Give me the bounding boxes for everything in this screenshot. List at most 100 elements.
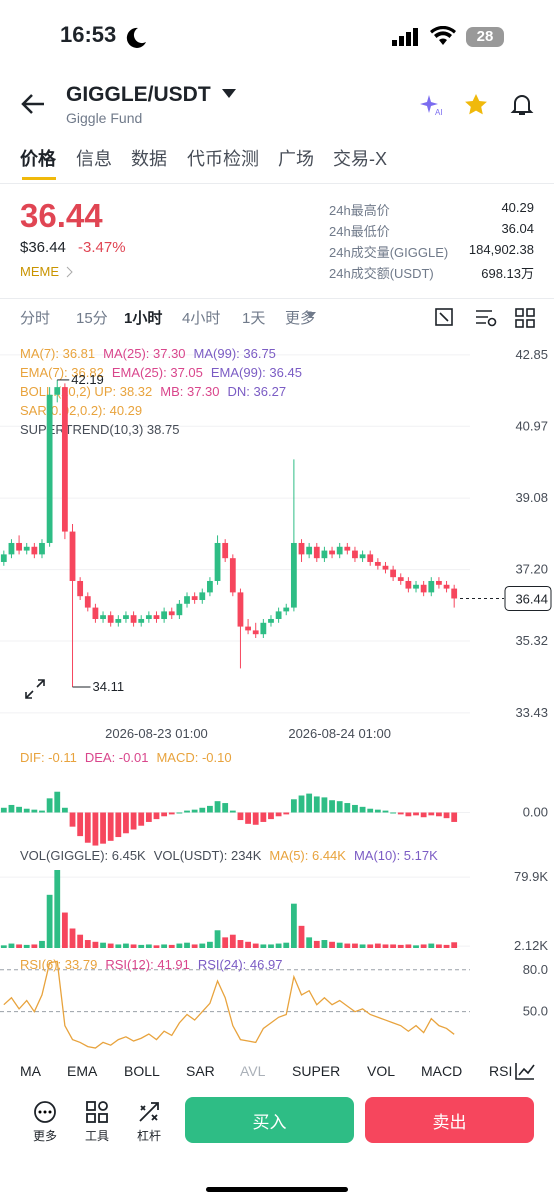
candle-body <box>352 550 358 559</box>
last-price-label: 36.44 <box>515 591 548 606</box>
candle-body <box>390 569 397 578</box>
sell-button[interactable]: 卖出 <box>365 1097 534 1143</box>
candle-body <box>8 542 15 555</box>
candle-body <box>145 615 152 619</box>
interval[interactable]: 1天 <box>242 310 266 327</box>
candle-body <box>306 546 313 555</box>
indicator-tab[interactable]: SUPER <box>292 1063 341 1079</box>
macd-bar <box>336 801 343 813</box>
interval[interactable]: 1小时 <box>124 310 163 327</box>
tools-label[interactable]: 工具 <box>84 1129 109 1143</box>
tab[interactable]: 信息 <box>76 149 112 169</box>
low-label: 34.11 <box>93 679 125 694</box>
macd-bar <box>100 812 106 844</box>
macd-bar <box>397 812 404 815</box>
tab[interactable]: 交易-X <box>333 149 387 169</box>
candle-body <box>207 580 213 593</box>
volume-bar <box>0 945 7 948</box>
macd-bar <box>23 808 30 813</box>
y-tick-label: 80.0 <box>523 962 548 977</box>
fullscreen-icon[interactable] <box>24 678 46 700</box>
tab[interactable]: 广场 <box>278 149 314 169</box>
indicator-legend: MA(7): 36.81 <box>20 346 95 361</box>
macd-bar <box>443 812 450 819</box>
pair-title[interactable]: GIGGLE/USDT <box>66 83 211 106</box>
indicator-tab[interactable]: BOLL <box>124 1063 160 1079</box>
candle-body <box>397 577 404 581</box>
indicator-tab[interactable]: VOL <box>367 1063 396 1079</box>
volume-bar <box>397 944 404 948</box>
leverage-label[interactable]: 杠杆 <box>136 1129 161 1143</box>
dropdown-arrow[interactable] <box>222 89 236 99</box>
indicator-tab[interactable]: RSI <box>489 1063 513 1079</box>
candle-body <box>16 542 22 551</box>
stat-label: 24h成交量(GIGGLE) <box>329 245 449 260</box>
candle-body <box>290 542 297 608</box>
tab[interactable]: 代币检测 <box>187 149 259 169</box>
divider <box>0 298 554 299</box>
candle-body <box>451 588 458 599</box>
candle-body <box>260 622 267 635</box>
macd-bar <box>374 809 381 813</box>
stat-value: 698.13万 <box>481 266 534 281</box>
indicator-tab[interactable]: AVL <box>240 1063 266 1079</box>
volume-bar <box>268 944 274 948</box>
macd-bar <box>61 807 68 813</box>
candle-body <box>359 554 366 559</box>
volume-bar <box>252 943 259 948</box>
candle-body <box>214 542 221 581</box>
volume-bar <box>115 944 122 948</box>
candle-body <box>184 596 190 604</box>
indicator-tab[interactable]: SAR <box>186 1063 215 1079</box>
macd-bar <box>352 804 358 813</box>
candle-body <box>321 550 328 559</box>
chart-area: 42.85 40.97 39.08 37.20 35.32 33.43 MA(7): 36.… <box>0 346 552 1049</box>
volume-bar <box>405 944 412 948</box>
candle-body <box>54 387 61 395</box>
macd-bar <box>123 812 129 834</box>
volume-bar <box>344 943 351 948</box>
candle-body <box>313 546 320 559</box>
macd-bar <box>428 812 435 816</box>
y-tick-label: 37.20 <box>515 562 548 577</box>
tag[interactable]: MEME <box>20 264 59 279</box>
indicator-tab[interactable]: EMA <box>67 1063 98 1079</box>
back-button[interactable] <box>20 92 46 116</box>
stat-value: 36.04 <box>501 221 534 236</box>
more-label[interactable]: 更多 <box>32 1129 57 1143</box>
indicator-tab[interactable]: MACD <box>421 1063 463 1079</box>
volume-bar <box>184 942 190 948</box>
volume-bar <box>306 937 313 948</box>
macd-bar <box>344 803 351 813</box>
y-tick-label: 50.0 <box>523 1004 548 1019</box>
tab[interactable]: 数据 <box>131 149 167 169</box>
candle-body <box>329 550 335 555</box>
indicator-legend: RSI(24): 46.97 <box>198 957 283 972</box>
candle-body <box>252 630 259 635</box>
macd-bar <box>191 809 198 813</box>
leverage-icon[interactable] <box>137 1100 161 1124</box>
interval[interactable]: 4小时 <box>182 310 221 327</box>
candle-body <box>130 615 137 623</box>
volume-bar <box>191 944 198 948</box>
macd-bar <box>222 803 229 813</box>
interval[interactable]: 分时 <box>20 310 51 327</box>
chart-tools[interactable] <box>434 307 544 329</box>
alert-bell[interactable] <box>510 93 534 117</box>
high-label: 42.19 <box>71 372 104 387</box>
buy-button[interactable]: 买入 <box>185 1097 354 1143</box>
more-icon[interactable] <box>33 1100 57 1124</box>
y-tick-label: 40.97 <box>515 418 548 433</box>
indicator-settings[interactable] <box>514 1061 536 1081</box>
y-tick-label: 39.08 <box>515 490 548 505</box>
tools-icon[interactable] <box>85 1100 109 1124</box>
candle-body <box>336 546 343 555</box>
interval[interactable]: 更多 <box>285 310 316 327</box>
candle-body <box>199 592 206 600</box>
tab[interactable]: 价格 <box>20 149 56 169</box>
ai-icon[interactable]: AI <box>419 93 445 117</box>
interval[interactable]: 15分 <box>76 310 108 327</box>
indicator-tab[interactable]: MA <box>20 1063 41 1079</box>
token-name: Giggle Fund <box>66 110 143 126</box>
favorite-star[interactable] <box>464 93 488 117</box>
